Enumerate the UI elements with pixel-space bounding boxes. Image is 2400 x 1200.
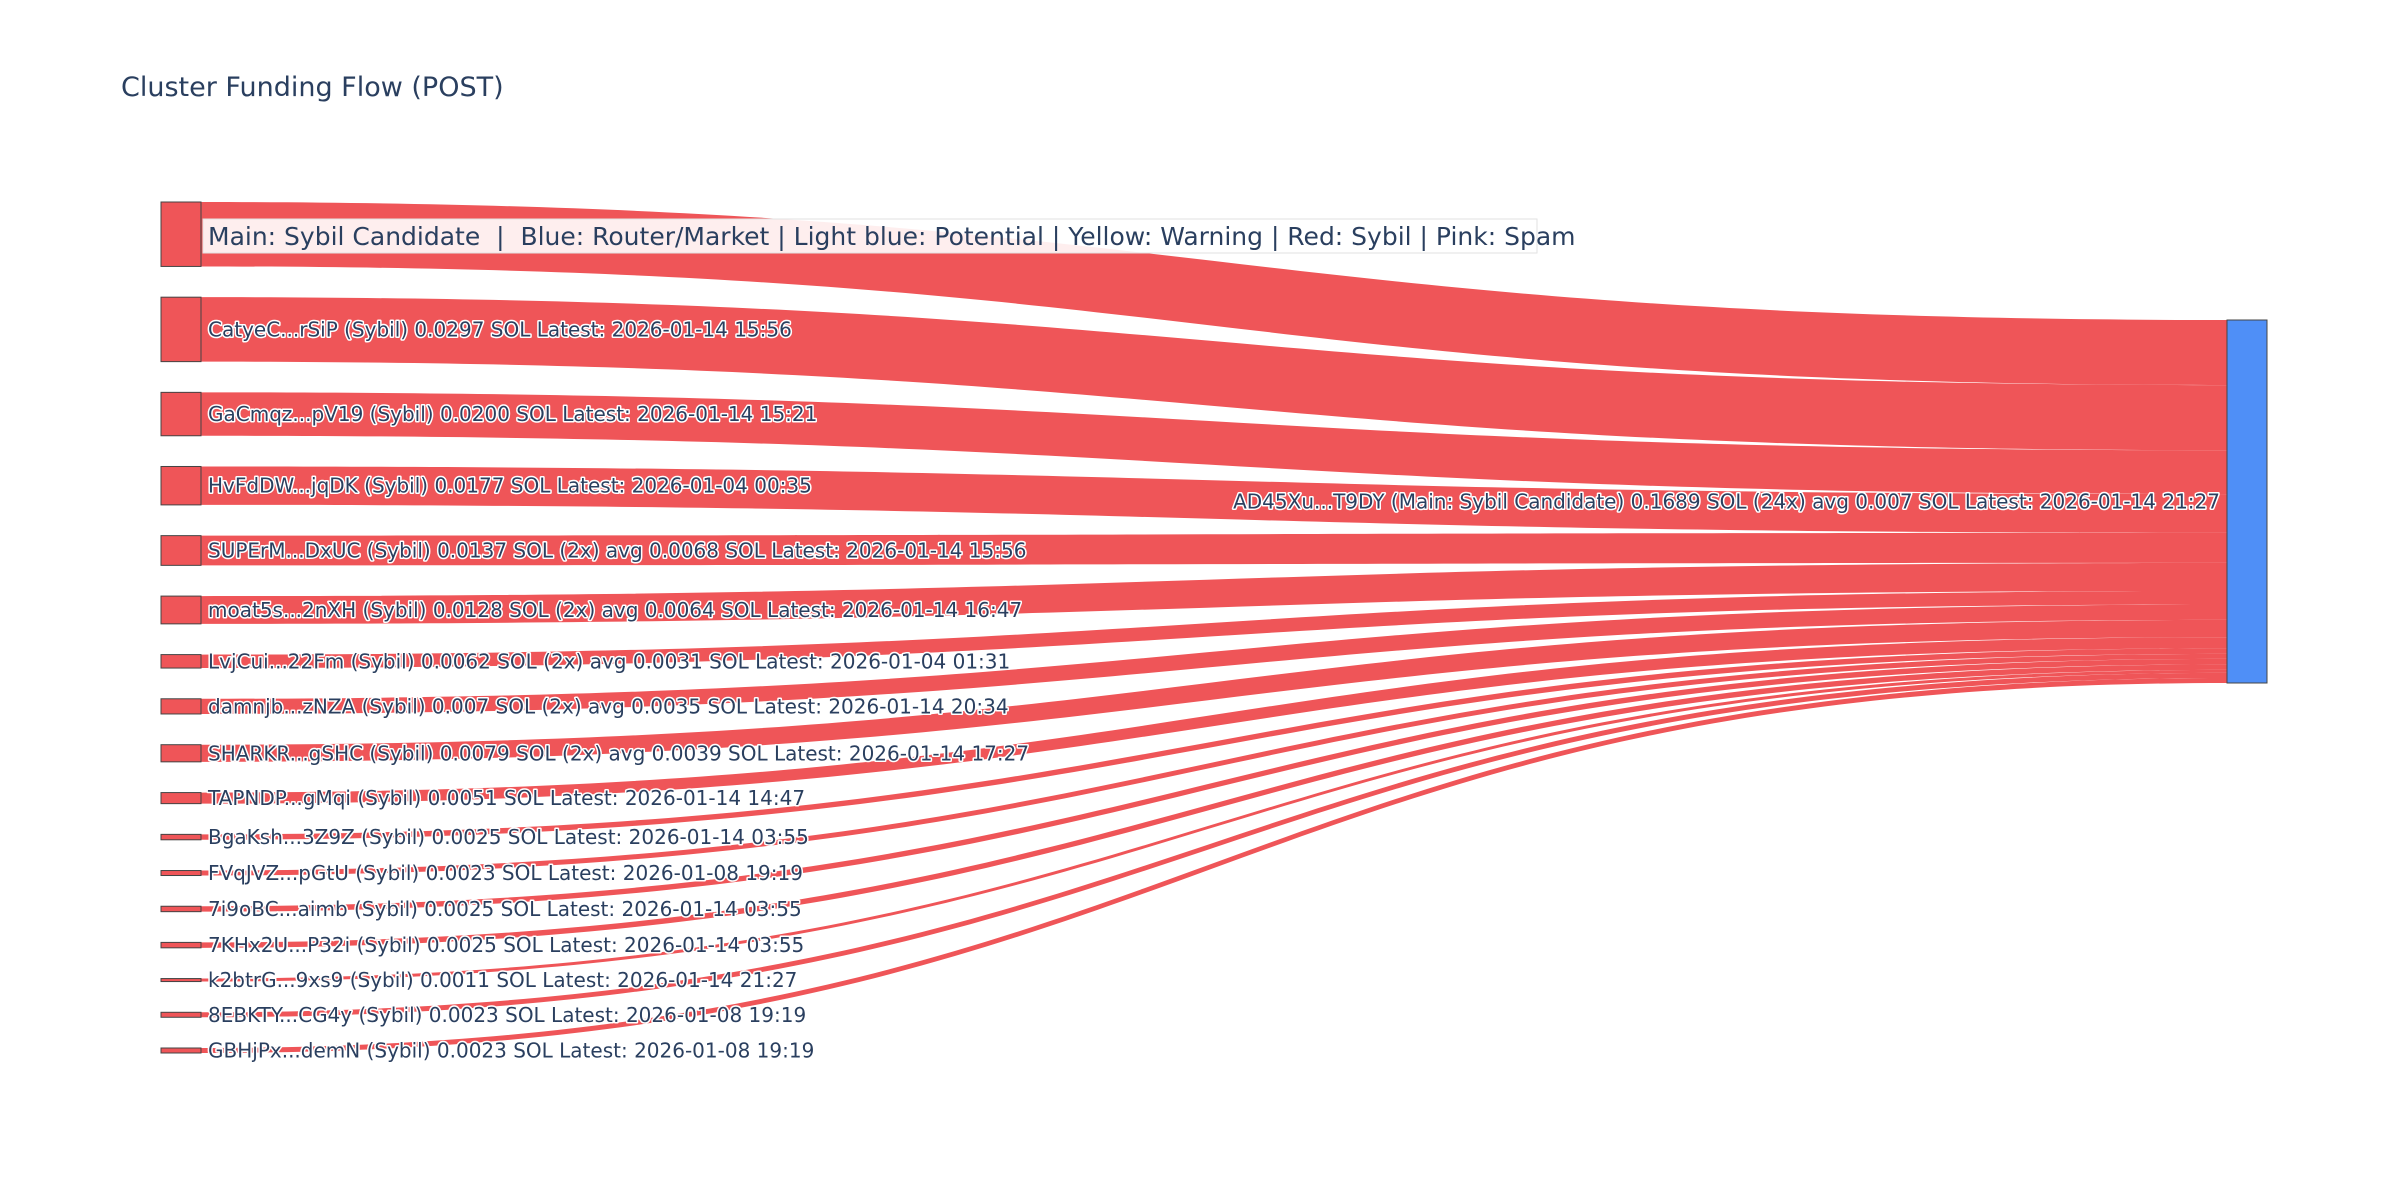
legend-text: Main: Sybil Candidate | Blue: Router/Mar…	[208, 222, 1576, 251]
source-node-label: moat5s...2nXH (Sybil) 0.0128 SOL (2x) av…	[208, 598, 1022, 622]
source-node[interactable]	[160, 465, 202, 506]
source-node[interactable]	[160, 654, 202, 669]
source-node[interactable]	[160, 833, 202, 841]
flow-link[interactable]	[201, 669, 2227, 982]
flow-link[interactable]	[201, 658, 2227, 912]
sankey-nodes	[160, 201, 2268, 1054]
target-node[interactable]	[2226, 319, 2268, 684]
flow-link[interactable]	[201, 672, 2227, 1018]
source-node[interactable]	[160, 1047, 202, 1054]
chart-title: Cluster Funding Flow (POST)	[121, 72, 504, 103]
flow-link[interactable]	[201, 590, 2227, 669]
flow-link[interactable]	[201, 466, 2227, 533]
flow-link[interactable]	[201, 637, 2227, 804]
source-node[interactable]	[160, 941, 202, 949]
source-node[interactable]	[160, 1011, 202, 1018]
source-node[interactable]	[160, 978, 202, 983]
source-node[interactable]	[160, 535, 202, 566]
source-node-label: GaCmqz...pV19 (Sybil) 0.0200 SOL Latest:…	[208, 402, 817, 426]
source-node[interactable]	[160, 698, 202, 715]
source-node-label: CatyeC...rSiP (Sybil) 0.0297 SOL Latest:…	[208, 317, 792, 341]
source-node[interactable]	[160, 792, 202, 805]
flow-link[interactable]	[201, 562, 2227, 624]
legend-box	[202, 218, 1538, 254]
source-node-label: k2btrG...9xs9 (Sybil) 0.0011 SOL Latest:…	[208, 968, 797, 992]
source-node[interactable]	[160, 744, 202, 763]
source-node-label: 8EBKTY...CG4y (Sybil) 0.0023 SOL Latest:…	[208, 1003, 806, 1027]
source-node-label: 7i9oBC...aimb (Sybil) 0.0025 SOL Latest:…	[208, 897, 802, 921]
flow-link[interactable]	[201, 604, 2227, 714]
source-node[interactable]	[160, 870, 202, 877]
source-node-label: SHARKR...gSHC (Sybil) 0.0079 SOL (2x) av…	[208, 741, 1029, 765]
target-node-label: AD45Xu...T9DY (Main: Sybil Candidate) 0.…	[1233, 490, 2220, 514]
source-node-label: TAPNDP...gMqi (Sybil) 0.0051 SOL Latest:…	[207, 786, 805, 810]
flow-link[interactable]	[201, 653, 2227, 876]
flow-link[interactable]	[201, 664, 2227, 948]
source-node-label: 7KHx2U...P32i (Sybil) 0.0025 SOL Latest:…	[208, 933, 804, 957]
source-node-label: FVqJVZ...pGtU (Sybil) 0.0023 SOL Latest:…	[208, 861, 803, 885]
source-node-label: SUPErM...DxUC (Sybil) 0.0137 SOL (2x) av…	[208, 538, 1026, 562]
source-node-label: LvjCui...22Fm (Sybil) 0.0062 SOL (2x) av…	[208, 649, 1010, 673]
source-node[interactable]	[160, 391, 202, 437]
source-node[interactable]	[160, 905, 202, 913]
flow-link[interactable]	[201, 392, 2227, 495]
source-node-label: damnjb...zNZA (Sybil) 0.007 SOL (2x) avg…	[208, 694, 1009, 718]
source-node[interactable]	[160, 595, 202, 625]
flow-link[interactable]	[201, 532, 2227, 566]
flow-link[interactable]	[201, 648, 2227, 840]
source-node-label: GBHjPx...demN (Sybil) 0.0023 SOL Latest:…	[208, 1039, 814, 1063]
sankey-links	[201, 202, 2227, 1053]
source-node[interactable]	[160, 201, 202, 267]
source-node-label: HvFdDW...jqDK (Sybil) 0.0177 SOL Latest:…	[208, 474, 812, 498]
flow-link[interactable]	[201, 619, 2227, 762]
source-node-label: BgaKsh...3Z9Z (Sybil) 0.0025 SOL Latest:…	[208, 825, 809, 849]
source-node[interactable]	[160, 296, 202, 363]
flow-link[interactable]	[201, 297, 2227, 451]
flow-link[interactable]	[201, 677, 2227, 1053]
sankey-labels: CatyeC...rSiP (Sybil) 0.0297 SOL Latest:…	[206, 316, 2222, 1064]
legend: Main: Sybil Candidate | Blue: Router/Mar…	[202, 218, 1576, 254]
